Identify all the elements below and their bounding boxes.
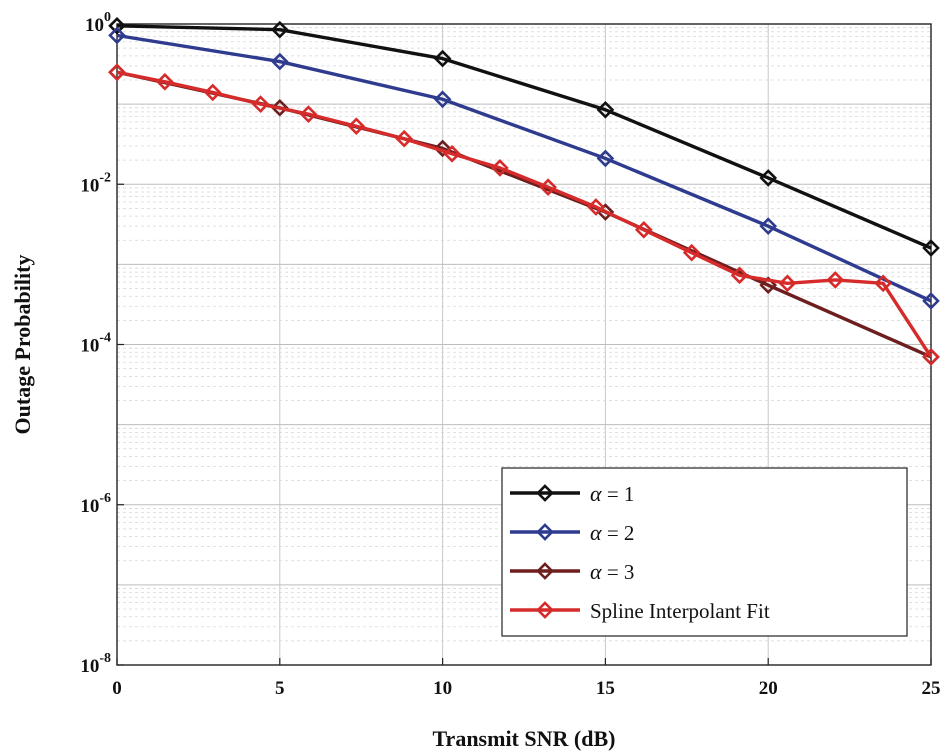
diamond-marker [826, 271, 845, 289]
diamond-marker [922, 292, 940, 310]
x-tick-label: 10 [433, 678, 452, 699]
diamond-marker [759, 217, 778, 235]
diamond-marker [270, 52, 289, 71]
x-tick-label: 20 [759, 678, 778, 699]
diamond-marker [874, 274, 892, 293]
series-lines [108, 16, 940, 366]
x-tick-label: 25 [922, 678, 941, 699]
diamond-marker [922, 348, 940, 366]
diamond-marker [270, 20, 289, 39]
diamond-marker [759, 276, 778, 295]
y-tick-label: 100 [85, 10, 111, 36]
diamond-marker [156, 72, 174, 91]
legend-label: α = 3 [590, 559, 634, 584]
diamond-marker [634, 220, 653, 239]
diamond-marker [108, 63, 126, 82]
legend-item-4: Spline Interpolant Fit [510, 599, 770, 623]
diamond-marker [682, 243, 701, 262]
diamond-marker [395, 129, 414, 148]
y-tick-label: 10-6 [80, 491, 111, 517]
series-1 [108, 16, 940, 257]
legend-label: α = 1 [590, 481, 634, 506]
diamond-marker [251, 95, 270, 113]
diamond-marker [108, 26, 126, 45]
y-tick-label: 10-2 [80, 170, 111, 196]
y-axis-title: Outage Probability [10, 255, 35, 435]
diamond-marker [587, 198, 605, 216]
diamond-marker [759, 169, 778, 187]
diamond-marker [539, 178, 557, 196]
series-line [116, 24, 932, 250]
diamond-marker [596, 100, 615, 119]
diamond-marker [536, 562, 554, 580]
x-axis-title: Transmit SNR (dB) [433, 726, 616, 751]
x-tick-label: 0 [112, 678, 122, 699]
diamond-marker [536, 484, 554, 502]
diamond-marker [347, 117, 366, 136]
legend-label: Spline Interpolant Fit [590, 599, 770, 623]
legend-label: α = 2 [590, 520, 634, 545]
diamond-marker [433, 49, 452, 68]
diamond-marker [536, 601, 554, 619]
diamond-marker [491, 159, 509, 177]
diamond-marker [778, 274, 797, 293]
x-tick-label: 5 [275, 678, 285, 699]
diamond-marker [108, 16, 126, 35]
diamond-marker [922, 239, 940, 257]
y-tick-label: 10-8 [80, 651, 111, 677]
legend-item-3: α = 3 [510, 559, 634, 584]
axis-ticks: 0 5 10 15 20 25 100 10-2 10-4 10-6 10-8 [80, 10, 940, 699]
legend-item-2: α = 2 [510, 520, 634, 545]
diamond-marker [299, 105, 318, 123]
legend-item-1: α = 1 [510, 481, 634, 506]
legend-box [501, 467, 908, 637]
x-tick-label: 15 [596, 678, 615, 699]
diamond-marker [433, 139, 452, 158]
diamond-marker [433, 90, 452, 109]
legend: α = 1 α = 2 α = 3 Spline Interpolant Fit [501, 467, 908, 637]
y-tick-label: 10-4 [80, 331, 111, 357]
series-2 [108, 26, 940, 310]
diamond-marker [730, 266, 749, 285]
diamond-marker [443, 144, 461, 163]
diamond-marker [203, 83, 222, 102]
diamond-marker [536, 523, 554, 541]
series-line [116, 33, 932, 303]
series-4 [108, 63, 940, 366]
diamond-marker [596, 149, 615, 168]
